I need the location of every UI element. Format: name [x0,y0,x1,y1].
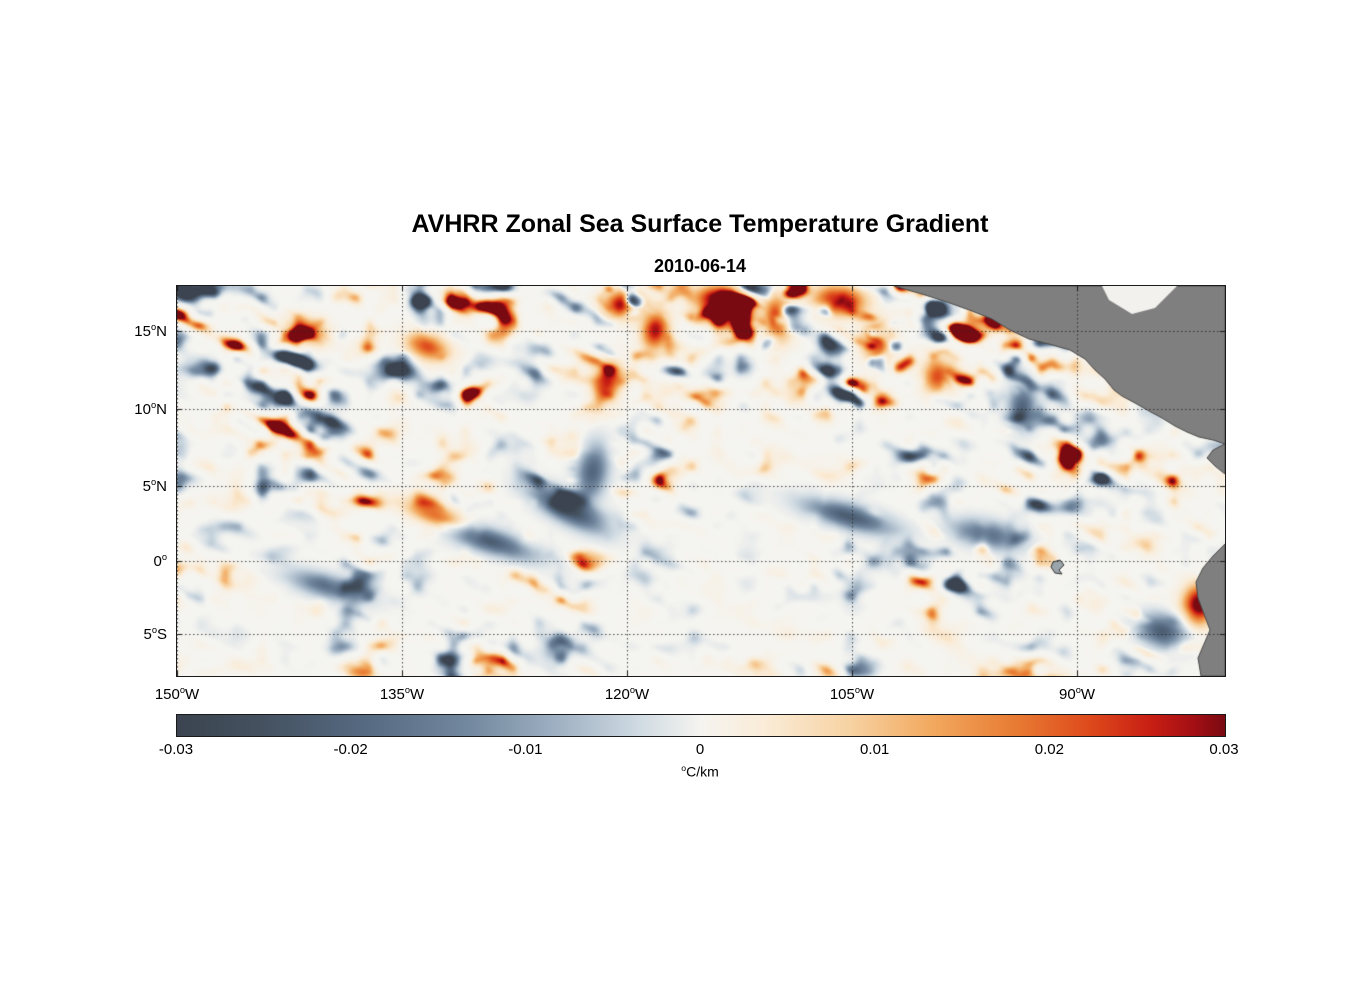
heatmap-canvas [177,286,1225,676]
y-tick-label: 15oN [134,321,167,340]
x-tick-label: 105oW [829,685,875,703]
chart-title: AVHRR Zonal Sea Surface Temperature Grad… [411,210,989,238]
colorbar-tick-label: 0.01 [860,741,890,758]
heatmap-plot-area: 15oN 10oN 5oN 0o 5oS 150oW 135oW 120oW 105oW 90o… [134,285,1226,703]
colorbar-tick-labels: -0.03 -0.02 -0.01 0 0.01 0.02 0.03 [159,741,1239,759]
y-tick-label: 0o [153,551,167,570]
y-tick-label: 5oN [142,477,167,496]
x-tick-label: 90oW [1059,685,1096,703]
y-tick-label: 10oN [134,399,167,418]
chart-subtitle: 2010-06-14 [653,256,747,276]
colorbar-tick-label: -0.01 [508,741,543,758]
x-tick-label: 150oW [154,685,200,703]
colorbar-tick-label: -0.02 [333,741,368,758]
x-tick-label: 135oW [379,685,425,703]
colorbar-unit-label: oC/km [681,763,719,780]
x-tick-label: 120oW [604,685,650,703]
colorbar-tick-label: 0 [695,741,705,758]
colorbar-tick-label: 0.02 [1034,741,1064,758]
colorbar-tick-label: 0.03 [1209,741,1239,758]
colorbar [176,714,1226,737]
colorbar-tick-label: -0.03 [158,741,194,758]
y-tick-label: 5oS [143,624,167,643]
